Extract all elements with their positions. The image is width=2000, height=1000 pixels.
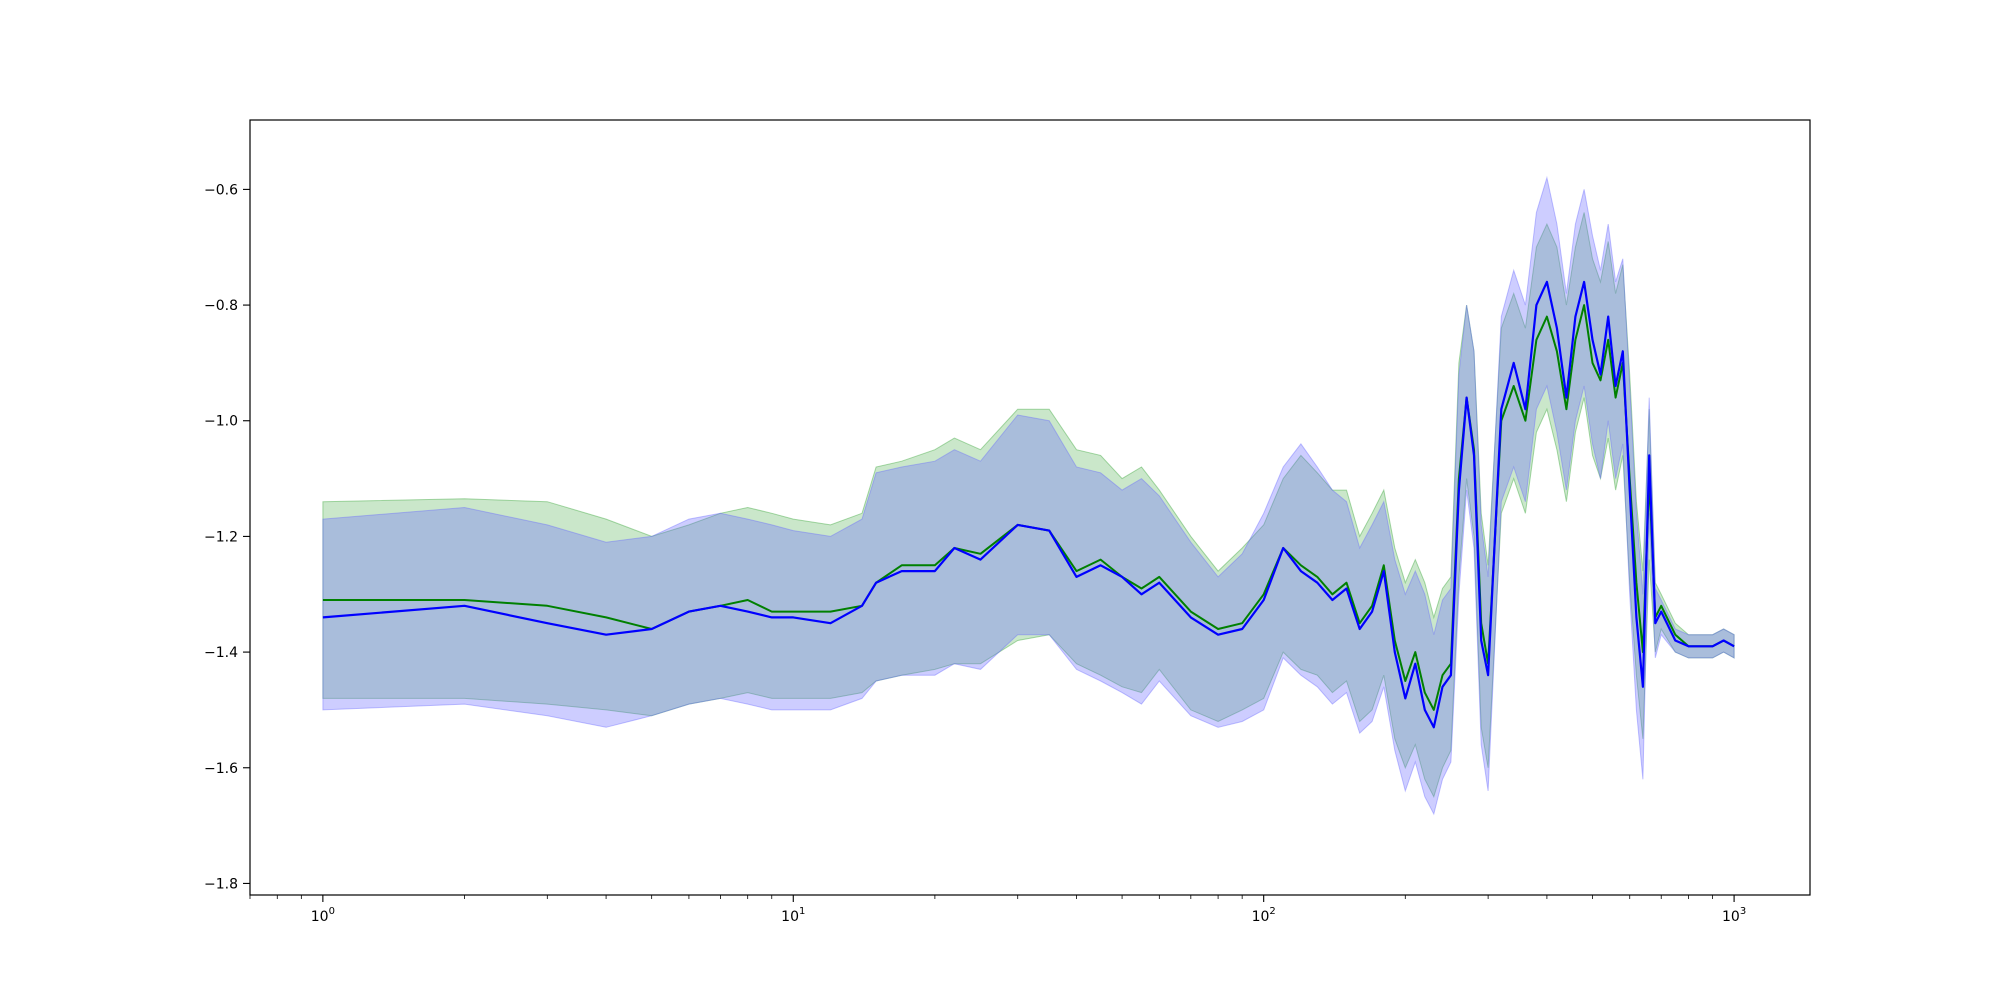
y-tick-label: −1.2 bbox=[204, 529, 238, 545]
confidence-bands bbox=[322, 175, 1735, 816]
y-tick-label: −0.8 bbox=[204, 298, 238, 314]
series-1-band bbox=[322, 175, 1735, 816]
x-tick-label: 102 bbox=[1252, 906, 1276, 925]
series-0-band bbox=[322, 212, 1735, 799]
y-tick-label: −1.4 bbox=[204, 645, 238, 661]
series-1-line bbox=[322, 280, 1735, 729]
x-tick-label: 103 bbox=[1722, 906, 1746, 925]
y-tick-label: −1.8 bbox=[204, 876, 238, 892]
y-tick-label: −1.0 bbox=[204, 414, 238, 430]
x-tick-label: 101 bbox=[781, 906, 805, 925]
x-tick-label: 100 bbox=[311, 906, 335, 925]
y-tick-label: −1.6 bbox=[204, 761, 238, 777]
x-axis: 100 101 102 103 bbox=[249, 895, 1746, 925]
series-lines bbox=[322, 280, 1735, 729]
y-tick-label: −0.6 bbox=[204, 182, 238, 198]
plot-frame bbox=[249, 119, 1811, 896]
y-axis: −0.6 −0.8 −1.0 −1.2 −1.4 −1.6 −1.8 bbox=[204, 182, 250, 892]
